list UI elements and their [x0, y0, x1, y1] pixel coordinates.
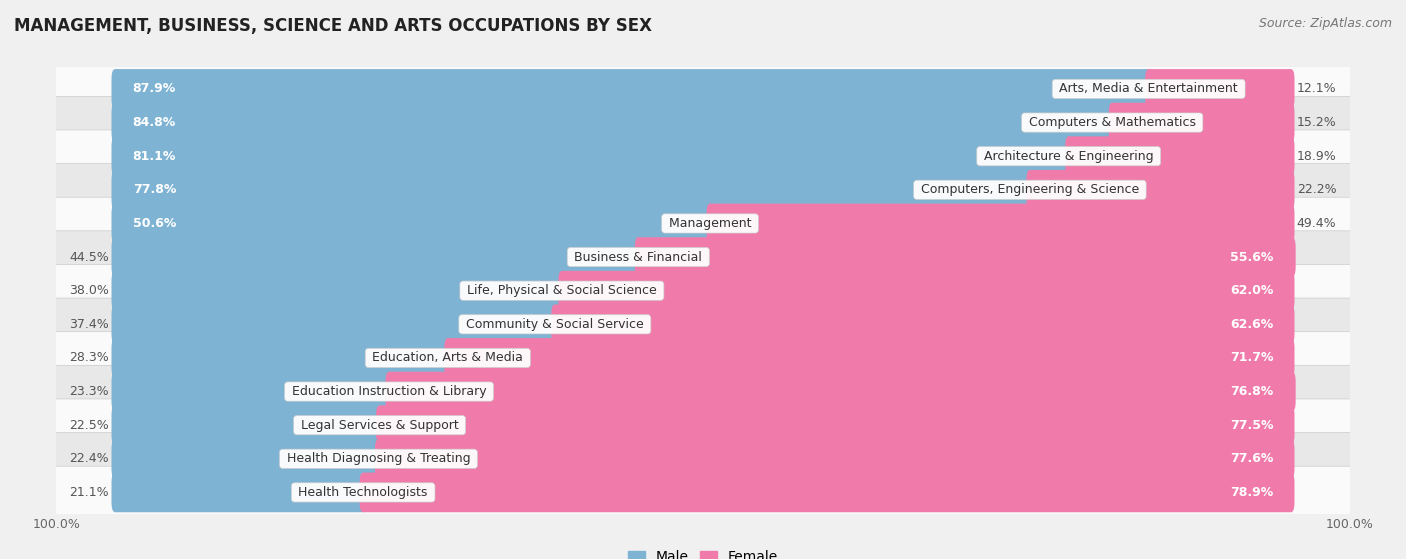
FancyBboxPatch shape: [111, 405, 384, 445]
FancyBboxPatch shape: [52, 264, 1354, 317]
Text: 22.2%: 22.2%: [1296, 183, 1337, 196]
Text: 15.2%: 15.2%: [1296, 116, 1337, 129]
Text: 81.1%: 81.1%: [132, 150, 176, 163]
FancyBboxPatch shape: [111, 203, 714, 243]
Text: 87.9%: 87.9%: [132, 82, 176, 96]
FancyBboxPatch shape: [52, 366, 1354, 418]
Text: 18.9%: 18.9%: [1296, 150, 1337, 163]
FancyBboxPatch shape: [111, 439, 382, 479]
FancyBboxPatch shape: [707, 203, 1295, 243]
FancyBboxPatch shape: [111, 338, 451, 378]
FancyBboxPatch shape: [52, 63, 1354, 115]
Text: 77.5%: 77.5%: [1230, 419, 1274, 432]
FancyBboxPatch shape: [375, 405, 1295, 445]
Text: 12.1%: 12.1%: [1296, 82, 1337, 96]
Text: Business & Financial: Business & Financial: [571, 250, 706, 263]
Text: 77.8%: 77.8%: [132, 183, 176, 196]
Text: Health Technologists: Health Technologists: [294, 486, 432, 499]
Text: 71.7%: 71.7%: [1230, 352, 1274, 364]
FancyBboxPatch shape: [1066, 136, 1295, 176]
Legend: Male, Female: Male, Female: [623, 545, 783, 559]
Text: 76.8%: 76.8%: [1230, 385, 1274, 398]
FancyBboxPatch shape: [111, 136, 1073, 176]
FancyBboxPatch shape: [52, 164, 1354, 216]
FancyBboxPatch shape: [558, 271, 1295, 310]
Text: 22.4%: 22.4%: [69, 452, 110, 465]
Text: Health Diagnosing & Treating: Health Diagnosing & Treating: [283, 452, 474, 465]
FancyBboxPatch shape: [52, 331, 1354, 384]
Text: 23.3%: 23.3%: [69, 385, 110, 398]
FancyBboxPatch shape: [52, 231, 1354, 283]
FancyBboxPatch shape: [52, 466, 1354, 519]
FancyBboxPatch shape: [360, 472, 1295, 512]
FancyBboxPatch shape: [111, 472, 367, 512]
FancyBboxPatch shape: [111, 69, 1152, 109]
FancyBboxPatch shape: [111, 305, 558, 344]
Text: Legal Services & Support: Legal Services & Support: [297, 419, 463, 432]
Text: 37.4%: 37.4%: [69, 318, 110, 331]
FancyBboxPatch shape: [111, 237, 643, 277]
Text: Source: ZipAtlas.com: Source: ZipAtlas.com: [1258, 17, 1392, 30]
Text: 62.0%: 62.0%: [1230, 284, 1274, 297]
FancyBboxPatch shape: [52, 433, 1354, 485]
Text: Arts, Media & Entertainment: Arts, Media & Entertainment: [1056, 82, 1241, 96]
Text: 55.6%: 55.6%: [1230, 250, 1274, 263]
FancyBboxPatch shape: [375, 439, 1295, 479]
Text: 44.5%: 44.5%: [69, 250, 110, 263]
Text: Architecture & Engineering: Architecture & Engineering: [980, 150, 1157, 163]
FancyBboxPatch shape: [52, 96, 1354, 149]
FancyBboxPatch shape: [111, 372, 392, 411]
Text: 62.6%: 62.6%: [1230, 318, 1274, 331]
FancyBboxPatch shape: [111, 170, 1033, 210]
Text: Education, Arts & Media: Education, Arts & Media: [368, 352, 527, 364]
Text: 21.1%: 21.1%: [69, 486, 110, 499]
Text: 50.6%: 50.6%: [132, 217, 176, 230]
Text: 22.5%: 22.5%: [69, 419, 110, 432]
Text: 77.6%: 77.6%: [1230, 452, 1274, 465]
FancyBboxPatch shape: [52, 298, 1354, 350]
Text: Education Instruction & Library: Education Instruction & Library: [288, 385, 491, 398]
Text: 28.3%: 28.3%: [69, 352, 110, 364]
FancyBboxPatch shape: [111, 103, 1116, 143]
FancyBboxPatch shape: [1109, 103, 1295, 143]
FancyBboxPatch shape: [52, 130, 1354, 182]
Text: Computers & Mathematics: Computers & Mathematics: [1025, 116, 1199, 129]
FancyBboxPatch shape: [1026, 170, 1295, 210]
Text: 38.0%: 38.0%: [69, 284, 110, 297]
Text: 49.4%: 49.4%: [1296, 217, 1337, 230]
Text: 78.9%: 78.9%: [1230, 486, 1274, 499]
FancyBboxPatch shape: [52, 399, 1354, 452]
Text: Computers, Engineering & Science: Computers, Engineering & Science: [917, 183, 1143, 196]
FancyBboxPatch shape: [444, 338, 1295, 378]
FancyBboxPatch shape: [634, 237, 1296, 277]
Text: MANAGEMENT, BUSINESS, SCIENCE AND ARTS OCCUPATIONS BY SEX: MANAGEMENT, BUSINESS, SCIENCE AND ARTS O…: [14, 17, 652, 35]
FancyBboxPatch shape: [551, 305, 1295, 344]
Text: Management: Management: [665, 217, 755, 230]
FancyBboxPatch shape: [52, 197, 1354, 250]
Text: Life, Physical & Social Science: Life, Physical & Social Science: [463, 284, 661, 297]
Text: 84.8%: 84.8%: [132, 116, 176, 129]
FancyBboxPatch shape: [1144, 69, 1295, 109]
FancyBboxPatch shape: [385, 372, 1296, 411]
Text: Community & Social Service: Community & Social Service: [463, 318, 648, 331]
FancyBboxPatch shape: [111, 271, 565, 310]
